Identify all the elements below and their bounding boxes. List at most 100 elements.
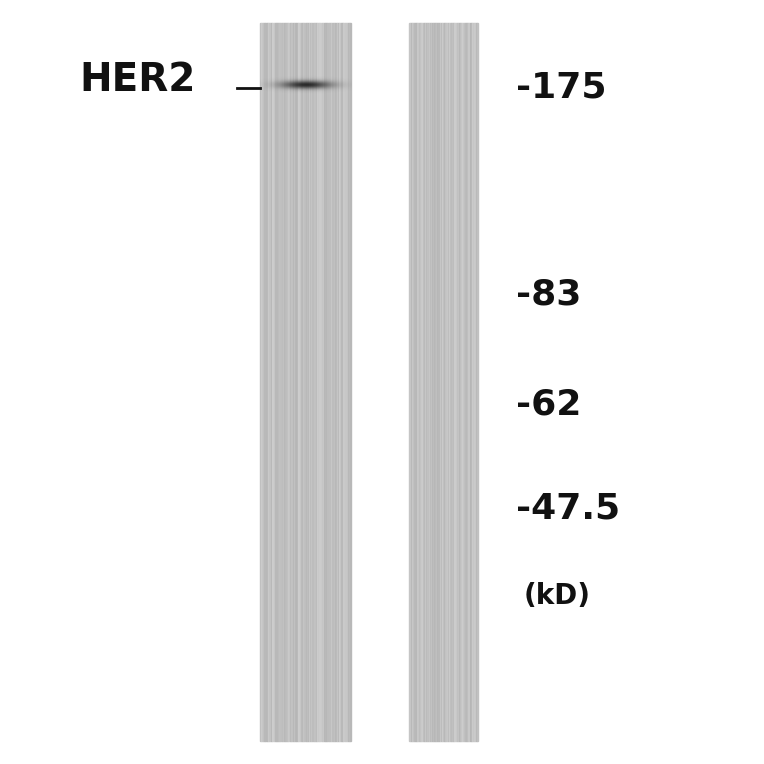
Bar [471,23,472,741]
Bar [428,23,429,741]
Bar [285,23,286,741]
Bar [269,23,270,741]
Bar [455,23,456,741]
Bar [434,23,435,741]
Bar [461,23,462,741]
Bar [303,23,304,741]
Bar [275,23,276,741]
Bar [278,23,280,741]
Bar [465,23,466,741]
Bar [449,23,450,741]
Bar [340,23,341,741]
Bar [452,23,454,741]
Text: -83: -83 [516,277,581,311]
Bar [308,23,309,741]
Bar [347,23,348,741]
Text: -47.5: -47.5 [516,491,620,525]
Bar [415,23,416,741]
Bar [451,23,452,741]
Bar [336,23,338,741]
Bar [299,23,301,741]
Bar [296,23,298,741]
Bar [426,23,427,741]
Bar [350,23,351,741]
Bar [456,23,457,741]
Bar [470,23,471,741]
Bar [329,23,331,741]
Bar [414,23,415,741]
Bar [442,23,443,741]
Bar [324,23,325,741]
Bar [473,23,474,741]
Bar [331,23,332,741]
Bar [343,23,345,741]
Bar [468,23,469,741]
Bar [348,23,349,741]
Bar [457,23,458,741]
Bar [444,23,445,741]
Bar [450,23,451,741]
Bar [410,23,411,741]
Text: -62: -62 [516,388,581,422]
Bar [316,23,317,741]
Text: HER2: HER2 [79,61,196,99]
Bar [409,23,410,741]
Bar [321,23,322,741]
Bar [294,23,295,741]
Bar [304,23,306,741]
Bar [274,23,275,741]
Bar [429,23,430,741]
Bar [293,23,294,741]
Bar [284,23,285,741]
Text: -175: -175 [516,71,606,105]
Bar [419,23,420,741]
Bar [286,23,287,741]
Bar [345,23,347,741]
Bar [438,23,439,741]
Bar [335,23,337,741]
Bar [283,23,284,741]
Bar [469,23,470,741]
Bar [264,23,266,741]
Bar [262,23,263,741]
Bar [307,23,308,741]
Bar [440,23,441,741]
Bar [329,23,330,741]
Bar [312,23,314,741]
Bar [476,23,477,741]
Bar [427,23,428,741]
Bar [338,23,340,741]
Bar [301,23,303,741]
Bar [315,23,316,741]
Bar [413,23,414,741]
Bar [411,23,413,741]
Bar [280,23,281,741]
Bar [326,23,328,741]
Bar [417,23,418,741]
Bar [458,23,459,741]
Bar [313,23,315,741]
Bar [334,23,335,741]
Bar [310,23,312,741]
Bar [422,23,423,741]
Bar [333,23,335,741]
Bar [432,23,434,741]
Bar [332,23,333,741]
Bar [477,23,478,741]
Bar [263,23,264,741]
Bar [416,23,417,741]
Bar [435,23,436,741]
Bar [425,23,426,741]
Bar [277,23,278,741]
Bar [437,23,438,741]
Bar [342,23,343,741]
Bar [460,23,461,741]
Bar [322,23,323,741]
Bar [309,23,310,741]
Bar [325,23,326,741]
Bar [292,23,293,741]
Bar [446,23,448,741]
Bar [464,23,465,741]
Bar [423,23,424,741]
Bar [290,23,292,741]
